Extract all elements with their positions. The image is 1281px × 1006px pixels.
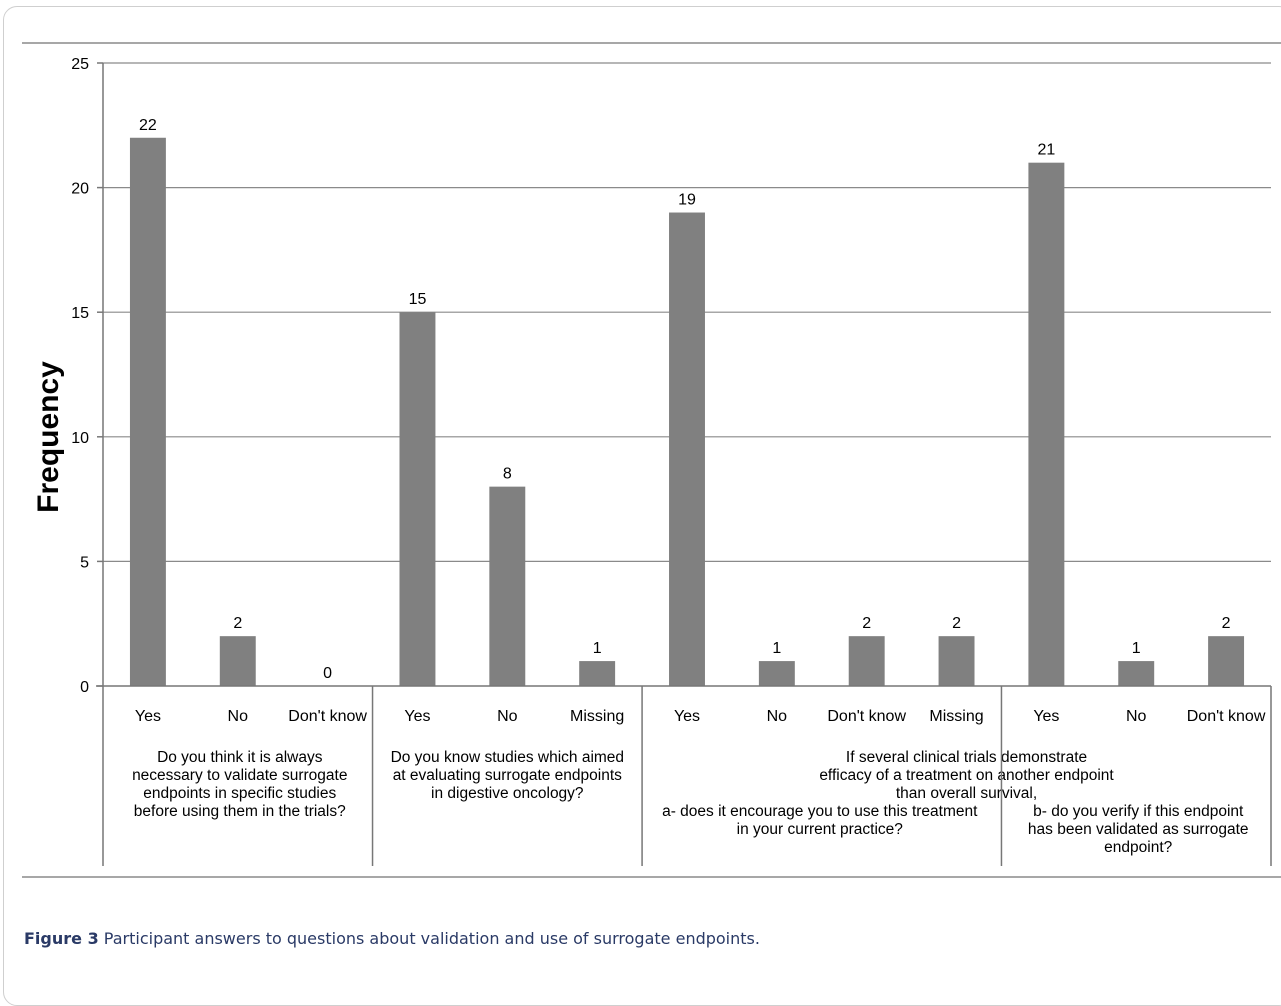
y-axis-label: Frequency [32,361,65,513]
figure-caption: Figure 3 Participant answers to question… [24,929,760,948]
category-label: Don't know [1187,708,1266,725]
bar-value-label: 0 [323,665,332,682]
question-line: If several clinical trials demonstrate [846,749,1087,766]
bar [848,636,885,686]
y-tick-labels: 0 5 10 15 20 25 [71,56,89,696]
bar-value-label: 21 [1037,142,1055,159]
bar-value-label: 1 [772,640,781,657]
bar-value-label: 15 [409,291,427,308]
category-label: No [767,708,788,725]
bar-value-label: 19 [678,192,696,209]
bar [1118,661,1155,686]
bar-value-label: 1 [1132,640,1141,657]
bar [579,661,616,686]
bar-value-label: 2 [862,615,871,632]
bar [758,661,795,686]
question-line: necessary to validate surrogate [132,767,347,784]
caption-text: Participant answers to questions about v… [98,929,755,948]
question-line: efficacy of a treatment on another endpo… [819,767,1114,784]
category-label: Yes [135,708,161,725]
question-line: endpoint? [1104,839,1172,856]
category-label: Missing [570,708,624,725]
question-line: Do you think it is always [157,749,323,766]
question-line: has been validated as surrogate [1028,821,1249,838]
question-line: before using them in the trials? [134,803,346,820]
bar-value-label: 8 [503,466,512,483]
category-label: Yes [674,708,700,725]
axes [22,42,1281,878]
bar [129,137,166,686]
bar-value-label: 2 [233,615,242,632]
category-label: Don't know [288,708,367,725]
bars [129,137,1245,686]
y-tick-label: 0 [80,679,89,696]
caption-end: . [754,929,760,948]
question-line: in your current practice? [737,821,904,838]
bar-value-label: 2 [1222,615,1231,632]
bar [399,312,436,686]
question-line: in digestive oncology? [431,785,584,802]
bar [489,486,526,686]
y-tick-label: 20 [71,181,89,198]
category-label: No [497,708,518,725]
question-line: at evaluating surrogate endpoints [393,767,622,784]
y-tick-label: 15 [71,305,89,322]
bar [219,636,256,686]
bar-value-label: 22 [139,117,157,134]
category-label: No [1126,708,1147,725]
question-line: a- does it encourage you to use this tre… [662,803,978,820]
category-label: Yes [404,708,430,725]
category-label: Missing [929,708,983,725]
question-line: b- do you verify if this endpoint [1033,803,1244,820]
caption-label: Figure 3 [24,929,99,948]
y-tick-label: 5 [80,554,89,571]
bar [1028,162,1065,686]
question-line: than overall survival, [896,785,1037,802]
bar-value-label: 1 [593,640,602,657]
category-label: Don't know [827,708,906,725]
question-line: endpoints in specific studies [143,785,336,802]
bar [1208,636,1245,686]
y-tick-label: 25 [71,56,89,73]
bar-value-label: 2 [952,615,961,632]
bar [669,212,705,686]
category-label: Yes [1033,708,1059,725]
category-labels: Yes No Don't know Yes No Missing Yes No Don't kn… [135,708,1266,725]
bar [938,636,975,686]
y-tick-label: 10 [71,430,89,447]
question-line: Do you know studies which aimed [391,749,624,766]
category-label: No [228,708,249,725]
